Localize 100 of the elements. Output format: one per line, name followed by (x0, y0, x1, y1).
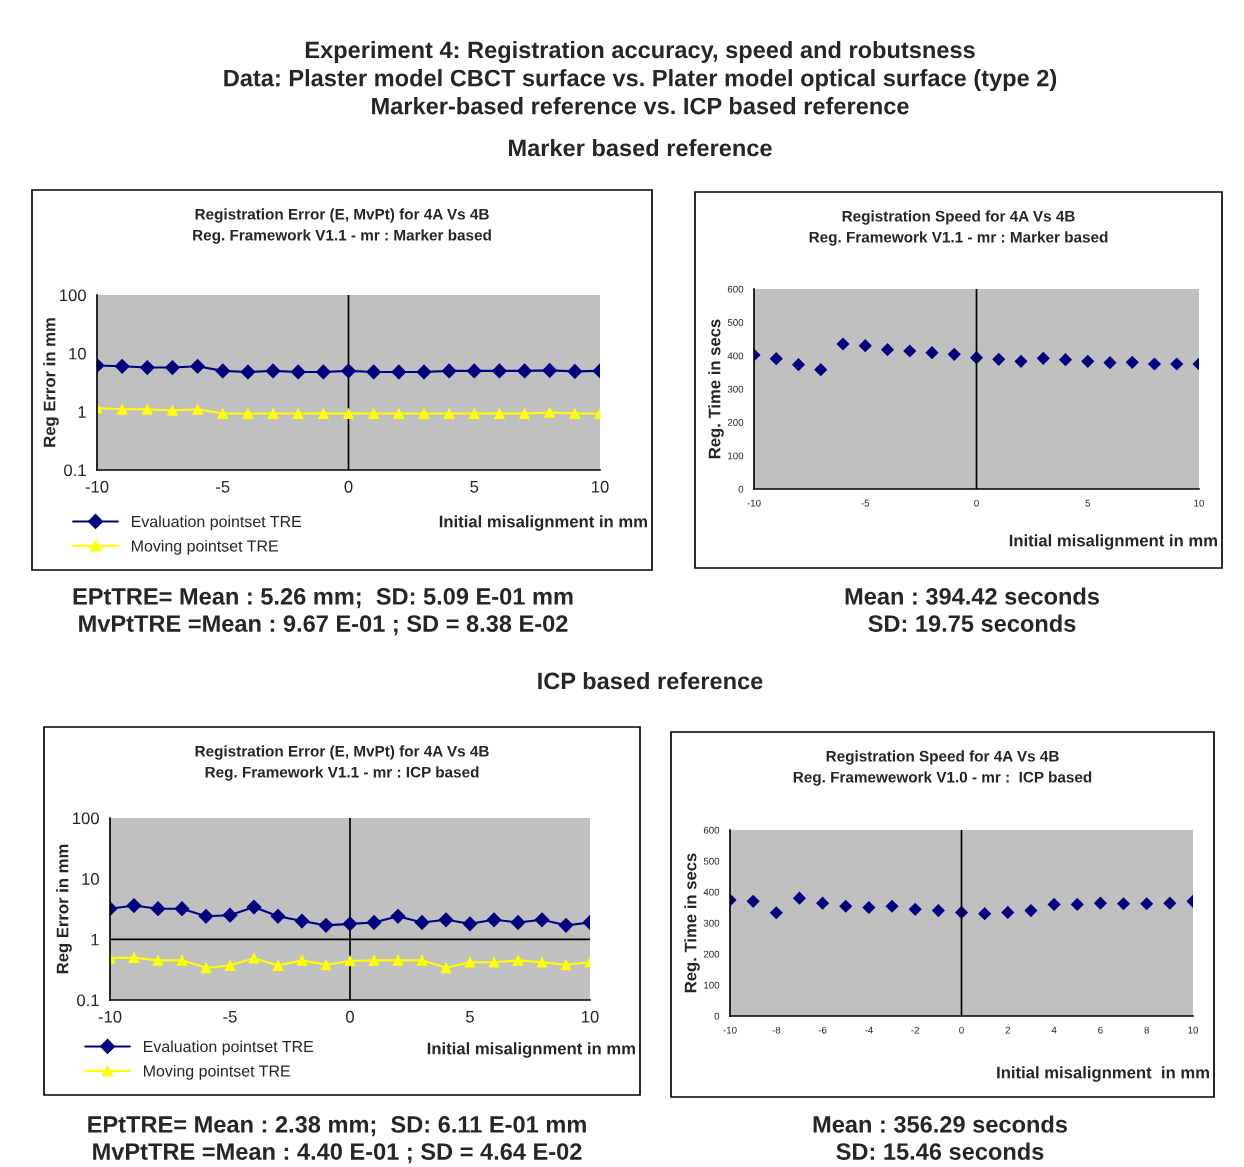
point (542, 363, 558, 378)
point (128, 952, 140, 963)
point (569, 408, 581, 419)
point (488, 956, 500, 968)
point (267, 408, 279, 419)
point (769, 352, 783, 366)
point (292, 408, 304, 419)
text: Mean : 394.42 seconds SD: 19.75 seconds (845, 587, 1099, 632)
legend-label: Evaluation pointset TRE (131, 515, 302, 531)
text: Mean : 356.29 seconds SD: 15.46 seconds (813, 1115, 1067, 1160)
point (215, 363, 231, 379)
point (1093, 896, 1107, 910)
point (416, 364, 432, 380)
point (167, 405, 178, 416)
point (317, 408, 329, 419)
point (320, 959, 332, 971)
point (992, 352, 1006, 366)
y-tick-label: 600 (727, 285, 744, 293)
point (519, 408, 530, 419)
point (839, 899, 853, 913)
point (443, 408, 455, 419)
point (567, 364, 583, 379)
point (510, 915, 526, 930)
point (198, 908, 214, 924)
legend-label: Moving pointset TRE (131, 539, 278, 555)
x-tick-label: 6 (1098, 1026, 1103, 1034)
x-tick-label: 5 (466, 1011, 474, 1023)
y-axis-title: Reg. Time in secs (684, 853, 700, 993)
y-tick-label: 600 (703, 826, 720, 834)
text: EPtTRE= Mean : 2.38 mm; SD: 6.11 E-01 mm MvPtTRE =Mean : 4.40 E-01 ; SD = 4.64 E-02 (88, 1116, 586, 1164)
point (978, 907, 992, 921)
point (947, 347, 961, 361)
y-tick-label: 100 (60, 289, 86, 302)
point (114, 358, 130, 374)
x-axis-title: Initial misalignment in mm (1009, 534, 1217, 550)
point (492, 363, 507, 379)
point (931, 904, 945, 918)
point (438, 912, 454, 928)
x-tick-label: -4 (865, 1026, 873, 1034)
x-tick-label: 0 (974, 499, 979, 507)
chart-title: Registration Speed for 4A Vs 4B Reg. Framewework V1.0 - mr : ICP based (793, 750, 1092, 786)
point (290, 364, 306, 380)
x-tick-label: 10 (592, 480, 609, 493)
x-tick-label: -5 (216, 481, 230, 493)
point (560, 959, 572, 971)
legend-label: Evaluation pointset TRE (143, 1040, 314, 1056)
point (1163, 896, 1177, 910)
x-tick-label: 0 (344, 480, 353, 493)
y-tick-label: 1 (91, 933, 99, 946)
point (536, 956, 548, 968)
x-axis-title: Initial misalignment in mm (427, 1042, 635, 1058)
point (152, 954, 164, 966)
point (116, 403, 128, 415)
point (816, 896, 830, 910)
point (165, 360, 180, 375)
point (176, 954, 188, 966)
x-axis-title: Initial misalignment in mm (439, 515, 647, 531)
text: Experiment 4: Registration accuracy, speed and robutsness Data: Plaster model CBCT surface vs. Plater model optical surface (type 2) Marker-based reference vs. ICP based reference (224, 40, 1057, 115)
point (925, 346, 939, 360)
point (1103, 356, 1117, 370)
x-tick-label: 4 (1051, 1026, 1057, 1034)
point (885, 899, 899, 913)
point (1170, 357, 1184, 371)
x-tick-label: -8 (772, 1026, 781, 1034)
y-tick-label: 0.1 (77, 994, 99, 1007)
point (391, 364, 407, 380)
x-tick-label: -5 (861, 499, 870, 507)
point (190, 358, 205, 374)
point (1070, 897, 1084, 911)
y-tick-label: 200 (727, 419, 744, 426)
point (242, 408, 254, 419)
point (544, 407, 556, 418)
point (1147, 357, 1162, 371)
point (393, 408, 405, 419)
point (464, 956, 476, 968)
point (126, 898, 142, 913)
point (150, 901, 166, 917)
chart-title: Registration Error (E, MvPt) for 4A Vs 4B Reg. Framework V1.1 - mr : Marker based (193, 208, 491, 244)
y-axis-title: Reg Error in mm (43, 318, 59, 447)
point (462, 916, 478, 932)
point (440, 962, 452, 974)
x-tick-label: -5 (223, 1011, 237, 1023)
point (791, 358, 806, 372)
point (366, 364, 382, 380)
point (318, 917, 334, 933)
x-tick-label: 2 (1005, 1026, 1011, 1034)
y-tick-label: 10 (82, 873, 99, 885)
point (1024, 904, 1038, 918)
point (903, 344, 917, 358)
y-tick-label: 400 (727, 352, 744, 360)
x-tick-label: 0 (959, 1026, 964, 1034)
point (441, 363, 457, 379)
point (512, 954, 524, 966)
text: EPtTRE= Mean : 5.26 mm; SD: 5.09 E-01 mm MvPtTRE =Mean : 9.67 E-01 ; SD = 8.38 E-02 (73, 588, 573, 636)
point (862, 900, 876, 915)
y-tick-label: 100 (73, 812, 99, 825)
y-tick-label: 100 (728, 452, 744, 460)
point (1001, 905, 1015, 920)
point (1116, 897, 1131, 911)
x-tick-label: -10 (723, 1026, 737, 1034)
